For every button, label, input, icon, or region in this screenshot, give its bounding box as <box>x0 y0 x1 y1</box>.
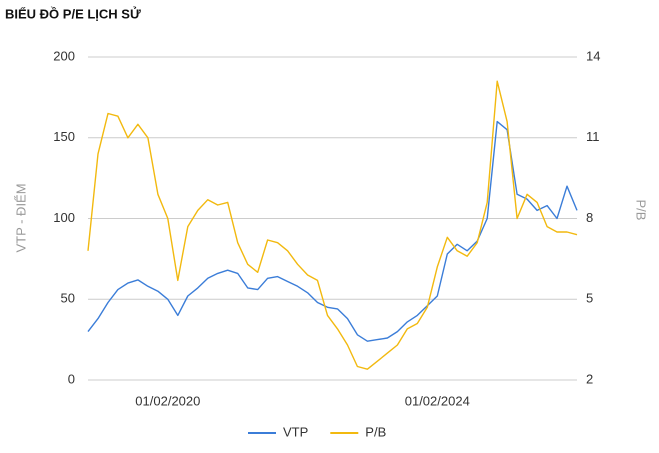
legend-label: P/B <box>365 424 386 439</box>
x-tick-label: 01/02/2020 <box>135 393 200 408</box>
chart-title: BIỂU ĐỒ P/E LỊCH SỬ <box>5 6 141 21</box>
y-tick-label: 200 <box>53 48 75 63</box>
y-tick-label: 0 <box>68 371 75 386</box>
y-axis-title: VTP - ĐIỂM <box>13 183 28 252</box>
x-tick-label: 01/02/2024 <box>405 393 470 408</box>
legend-label: VTP <box>283 424 308 439</box>
y2-tick-label: 2 <box>586 371 593 386</box>
y-tick-label: 100 <box>53 210 75 225</box>
y-tick-label: 50 <box>61 291 75 306</box>
y2-tick-label: 14 <box>586 48 600 63</box>
y2-tick-label: 8 <box>586 210 593 225</box>
series-line <box>87 120 578 342</box>
y-tick-label: 150 <box>53 129 75 144</box>
series-line <box>87 80 578 370</box>
y2-axis-title: P/B <box>634 200 649 221</box>
y2-tick-label: 5 <box>586 291 593 306</box>
y2-tick-label: 11 <box>586 129 600 144</box>
